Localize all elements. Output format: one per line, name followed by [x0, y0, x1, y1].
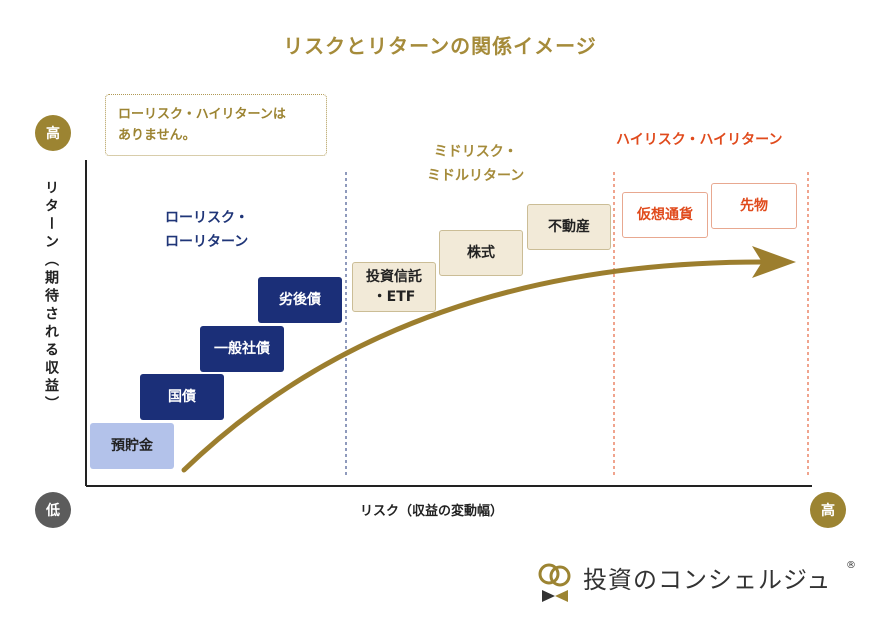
y-axis-high-badge: 高	[35, 115, 71, 151]
item-futures: 先物	[711, 183, 797, 229]
item-corporate-bond: 一般社債	[200, 326, 284, 372]
zone-label-low: ローリスク・ ローリターン	[165, 210, 249, 250]
trend-arrow-head	[752, 246, 796, 278]
origin-low-badge: 低	[35, 492, 71, 528]
item-jgb: 国債	[140, 374, 224, 420]
item-deposit: 預貯金	[90, 423, 174, 469]
brand-logo-icon	[538, 563, 571, 602]
diagram-title: リスクとリターンの関係イメージ	[283, 34, 597, 58]
x-axis-label: リスク（収益の変動幅）	[360, 504, 504, 519]
y-axis-label: リターン（期待される収益）	[43, 180, 59, 414]
item-investment-trust-etf: 投資信託 ・ETF	[352, 262, 436, 312]
note-box: ローリスク・ハイリターンは ありません。	[105, 94, 327, 156]
item-stocks: 株式	[439, 230, 523, 276]
registered-mark: ®	[846, 560, 856, 571]
zone-label-mid: ミドリスク・ ミドルリターン	[427, 144, 525, 184]
item-subordinated-bond: 劣後債	[258, 277, 342, 323]
x-axis-high-badge: 高	[810, 492, 846, 528]
item-crypto: 仮想通貨	[622, 192, 708, 238]
item-real-estate: 不動産	[527, 204, 611, 250]
trend-arrow-curve	[181, 259, 765, 473]
brand-name: 投資のコンシェルジュ	[583, 566, 832, 594]
zone-label-high: ハイリスク・ハイリターン	[616, 132, 783, 148]
